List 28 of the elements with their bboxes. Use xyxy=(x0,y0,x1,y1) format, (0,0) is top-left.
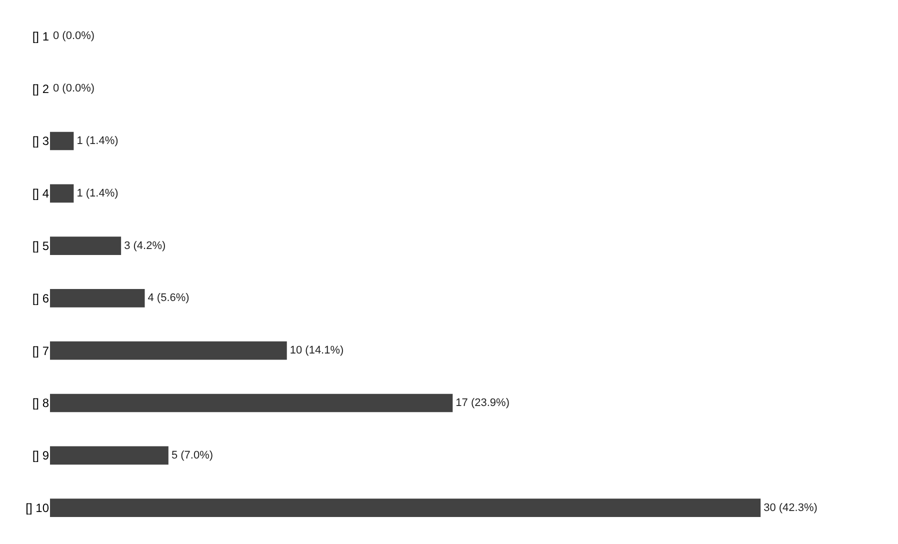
data-label: 4 (5.6%) xyxy=(148,292,190,304)
data-label: 30 (42.3%) xyxy=(764,502,818,514)
bar xyxy=(50,236,122,255)
bar xyxy=(50,184,74,203)
y-tick-label: [] 7 xyxy=(32,344,50,358)
bar xyxy=(50,394,453,412)
y-tick-label: [] 4 xyxy=(32,186,50,201)
y-tick-label: [] 5 xyxy=(32,239,50,253)
y-tick-label: [] 6 xyxy=(32,291,50,306)
data-label: 1 (1.4%) xyxy=(76,135,118,147)
y-tick-label: [] 9 xyxy=(32,448,50,463)
y-tick-label: [] 1 xyxy=(32,29,50,44)
bar xyxy=(50,341,287,360)
y-tick-label: [] 3 xyxy=(32,134,50,148)
data-label: 0 (0.0%) xyxy=(53,82,95,95)
data-label: 1 (1.4%) xyxy=(76,187,118,200)
data-label: 10 (14.1%) xyxy=(290,344,344,357)
y-tick-label: [] 2 xyxy=(32,82,50,96)
y-tick-label: [] 8 xyxy=(32,396,50,410)
data-label: 3 (4.2%) xyxy=(124,240,166,252)
data-label: 17 (23.9%) xyxy=(456,397,510,409)
bar xyxy=(50,498,761,517)
y-tick-label: [] 10 xyxy=(26,501,50,515)
data-label: 0 (0.0%) xyxy=(53,30,95,42)
bar xyxy=(50,446,168,465)
bar xyxy=(50,289,145,308)
data-label: 5 (7.0%) xyxy=(171,449,214,462)
bar xyxy=(50,132,74,150)
